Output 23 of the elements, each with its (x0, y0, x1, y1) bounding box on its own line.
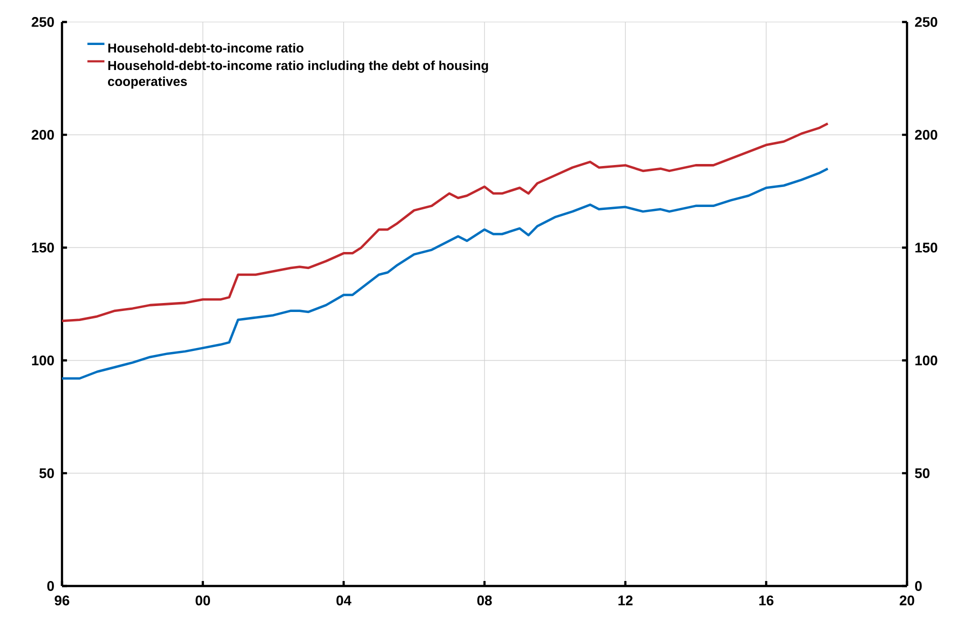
y2-tick-label: 0 (915, 581, 922, 591)
y-tick-label: 100 (32, 355, 54, 366)
x-tick-label: 12 (618, 596, 633, 606)
y-tick-label: 150 (32, 242, 54, 253)
legend-label: Household-debt-to-income ratio including the debt of housing cooperatives (108, 60, 488, 89)
x-tick-label: 00 (196, 596, 210, 606)
x-tick-label: 04 (336, 596, 352, 606)
y2-tick-label: 150 (915, 242, 938, 253)
y-tick-label: 250 (32, 17, 54, 27)
y2-tick-label: 50 (914, 468, 930, 478)
x-tick-label: 20 (900, 596, 914, 606)
legend-label: Household-debt-to-income ratio (108, 43, 304, 53)
x-tick-label: 96 (54, 596, 70, 606)
y2-tick-label: 250 (915, 17, 938, 27)
x-tick-label: 08 (477, 596, 492, 606)
y-tick-label: 0 (47, 581, 54, 591)
y-tick-label: 200 (32, 130, 54, 140)
y-tick-label: 50 (39, 468, 54, 478)
line-series (62, 122, 829, 322)
line-series (62, 167, 829, 380)
x-tick-label: 16 (759, 596, 774, 606)
y2-tick-label: 200 (915, 130, 938, 140)
y2-tick-label: 100 (915, 355, 938, 366)
